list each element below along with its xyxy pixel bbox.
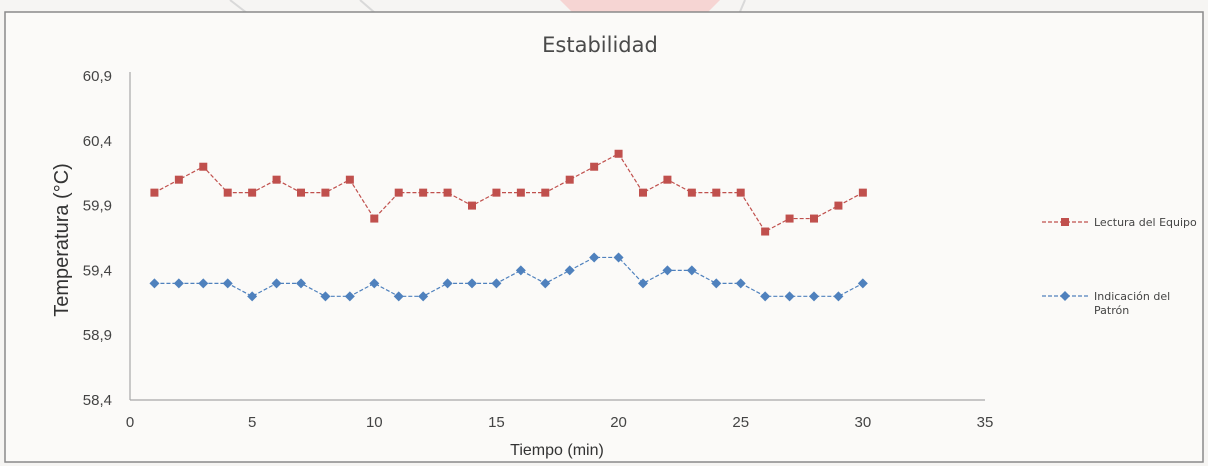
x-axis-label: Tiempo (min) <box>510 442 604 459</box>
data-point <box>272 175 281 184</box>
series-layer <box>149 149 868 302</box>
data-point <box>735 278 746 289</box>
data-point <box>858 188 867 197</box>
data-point <box>198 278 209 289</box>
data-point <box>297 188 305 197</box>
y-tick-label: 58,4 <box>83 392 112 409</box>
data-point <box>369 278 380 289</box>
data-point <box>491 278 502 289</box>
data-point <box>639 188 647 197</box>
data-point <box>492 188 501 197</box>
legend-label: Indicación del Patrón <box>1094 290 1170 317</box>
data-point <box>711 278 722 289</box>
series-indicacion-del-patron <box>149 252 868 302</box>
series-line <box>154 256 864 297</box>
x-tick-label: 10 <box>366 414 383 431</box>
data-point <box>810 214 818 223</box>
data-point <box>150 188 159 197</box>
x-tick-label: 0 <box>126 414 134 431</box>
data-point <box>784 291 795 302</box>
data-point <box>590 162 599 171</box>
data-point <box>442 278 453 289</box>
y-tick-label: 59,4 <box>83 262 112 279</box>
x-tick-label: 20 <box>610 414 627 431</box>
y-tick-label: 60,9 <box>83 68 112 85</box>
x-tick-label: 35 <box>977 414 994 431</box>
series-lectura-del-equipo <box>150 149 867 236</box>
data-point <box>247 291 258 302</box>
data-point <box>296 278 306 289</box>
legend-marker <box>1061 218 1069 226</box>
data-point <box>321 188 330 197</box>
data-point <box>393 291 404 302</box>
chart-title: Estabilidad <box>542 33 658 57</box>
data-point <box>516 188 525 197</box>
axis-ticks: 58,4 58,9 59,4 59,9 60,4 60,9 0 5 10 15 20 25 30 35 <box>83 68 994 431</box>
x-tick-label: 25 <box>732 414 749 431</box>
data-point <box>248 188 257 197</box>
data-point <box>638 278 648 289</box>
y-tick-label: 58,9 <box>83 327 112 344</box>
data-point <box>662 265 673 276</box>
data-point <box>174 175 183 184</box>
data-point <box>564 265 575 276</box>
data-point <box>467 278 477 289</box>
data-point <box>857 278 868 289</box>
x-tick-label: 15 <box>488 414 505 431</box>
y-tick-label: 59,9 <box>83 198 112 215</box>
legend-item-patron: Indicación del Patrón <box>1042 290 1170 317</box>
data-point <box>565 175 574 184</box>
data-point <box>761 227 770 236</box>
data-point <box>833 291 844 302</box>
chart-frame <box>4 11 1204 463</box>
data-point <box>345 175 354 184</box>
data-point <box>760 291 771 302</box>
data-point <box>541 188 550 197</box>
data-point <box>540 278 551 289</box>
y-axis-label: Temperatura (°C) <box>51 163 73 317</box>
data-point <box>515 265 526 276</box>
data-point <box>736 188 745 197</box>
legend-label: Lectura del Equipo <box>1094 216 1197 229</box>
series-line <box>154 152 864 233</box>
data-point <box>222 278 233 289</box>
data-point <box>663 175 672 184</box>
data-point <box>785 214 794 223</box>
data-point <box>809 291 819 302</box>
data-point <box>468 201 476 210</box>
data-point <box>687 188 696 197</box>
data-point <box>199 162 208 171</box>
legend-marker <box>1060 291 1070 301</box>
data-point <box>712 188 721 197</box>
data-point <box>419 188 428 197</box>
data-point <box>149 278 160 289</box>
data-point <box>418 291 429 302</box>
legend-item-lectura: Lectura del Equipo <box>1042 216 1197 229</box>
data-point <box>613 252 624 263</box>
data-point <box>443 188 452 197</box>
data-point <box>834 201 843 210</box>
data-point <box>173 278 184 289</box>
data-point <box>394 188 403 197</box>
data-point <box>614 149 623 158</box>
data-point <box>344 291 355 302</box>
data-point <box>320 291 331 302</box>
x-tick-label: 30 <box>855 414 872 431</box>
legend: Lectura del Equipo Indicación del Patrón <box>1042 216 1197 317</box>
x-tick-label: 5 <box>248 414 256 431</box>
data-point <box>589 252 600 263</box>
data-point <box>686 265 697 276</box>
data-point <box>223 188 232 197</box>
data-point <box>271 278 282 289</box>
data-point <box>370 214 379 223</box>
y-tick-label: 60,4 <box>83 133 112 150</box>
